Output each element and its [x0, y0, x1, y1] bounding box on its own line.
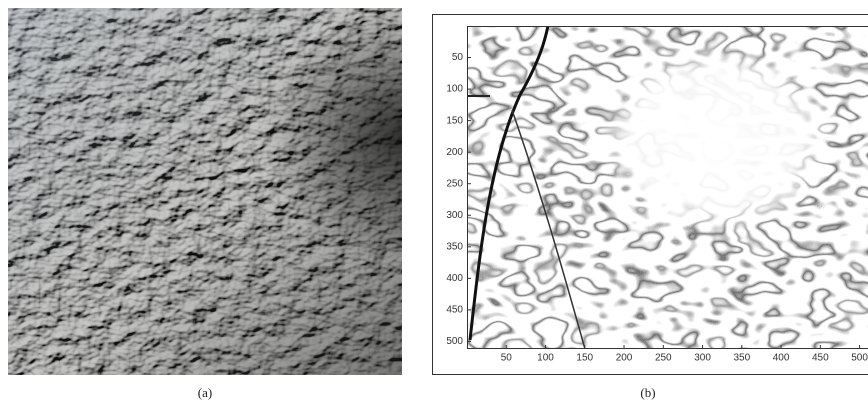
- figure: (a) (b) 50 100 150 200 250 300 350 400 450 500 50 1…: [0, 0, 868, 408]
- y-tick-label: 200: [446, 147, 463, 158]
- x-tick-label: 300: [694, 353, 711, 364]
- edge-image: [467, 26, 868, 349]
- x-tick-label: 200: [616, 353, 633, 364]
- page: (a) (b) 50 100 150 200 250 300 350 400 450 500 50 1…: [0, 0, 868, 408]
- x-tick-label: 50: [501, 353, 513, 364]
- panel-a: (a): [8, 8, 402, 400]
- y-tick-label: 50: [452, 52, 464, 63]
- x-tick-label: 250: [655, 353, 672, 364]
- x-tick-label: 350: [733, 353, 750, 364]
- y-tick-label: 350: [446, 241, 463, 252]
- y-tick-label: 300: [446, 210, 463, 221]
- panel-b: (b) 50 100 150 200 250 300 350 400 450 500 50 100 15…: [433, 15, 868, 401]
- x-tick-label: 400: [773, 353, 790, 364]
- x-tick-label: 150: [576, 353, 593, 364]
- blank-region: [467, 26, 868, 349]
- y-tick-label: 150: [446, 115, 463, 126]
- caption: (b): [640, 385, 655, 400]
- x-tick-label: 100: [537, 353, 554, 364]
- y-tick-label: 500: [446, 336, 463, 347]
- x-tick-label: 500: [851, 353, 868, 364]
- photo-shadow: [8, 8, 402, 375]
- caption: (a): [198, 385, 212, 400]
- x-tick-label: 450: [812, 353, 829, 364]
- y-tick-label: 100: [446, 84, 463, 95]
- y-tick-label: 250: [446, 178, 463, 189]
- y-tick-label: 400: [446, 273, 463, 284]
- y-tick-label: 450: [446, 305, 463, 316]
